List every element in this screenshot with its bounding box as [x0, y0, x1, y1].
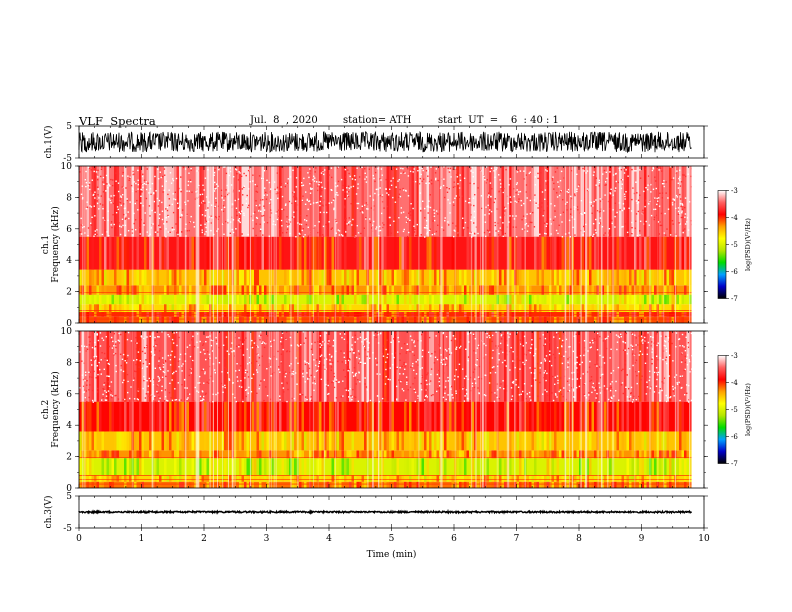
y-axis-label: ch.3(V) [43, 496, 54, 529]
waveform-trace-4 [78, 508, 693, 515]
y-axis-label: Frequency (kHz) [50, 206, 61, 283]
y-tick-label: 10 [61, 327, 73, 337]
panel-4: 5 -5 ch.3(V) 0 1 2 3 4 5 6 7 8 9 10 Time (min) [43, 492, 710, 560]
panel-3: 0 2 4 6 8 10 ch.2 Frequency (kHz) -3 -4 -5 -6 -7 log(… [41, 327, 752, 494]
colorbar [717, 190, 727, 299]
y-tick-label: 2 [66, 453, 72, 463]
y-tick-label: 5 [66, 492, 72, 502]
colorbar-tick-label: -7 [731, 460, 738, 468]
y-tick-label: 8 [66, 193, 72, 203]
y-axis-label: Frequency (kHz) [50, 371, 61, 448]
start-time-label: start UT = 6 : 40 : 1 [438, 115, 559, 126]
colorbar-label: log(PSD)(V²/Hz) [744, 218, 752, 271]
colorbar-tick-label: -6 [731, 433, 738, 441]
spectrogram-1 [79, 166, 692, 323]
y-axis-label: ch.1(V) [43, 126, 54, 159]
colorbar [717, 355, 727, 464]
x-tick-label: 9 [639, 534, 645, 544]
spectrum-band [79, 475, 692, 482]
y-tick-label: 4 [66, 256, 72, 266]
x-tick-label: 10 [698, 534, 710, 544]
y-tick-label: 6 [66, 225, 72, 235]
x-tick-label: 5 [389, 534, 395, 544]
colorbar-tick-label: -4 [731, 379, 738, 387]
x-tick-label: 7 [514, 534, 520, 544]
colorbar-tick-label: -5 [731, 241, 738, 249]
y-tick-label: -5 [63, 524, 72, 534]
panel-1: 5 -5 ch.1(V) [43, 122, 708, 164]
spectrum-band [79, 316, 692, 323]
colorbar-tick-label: -7 [731, 295, 738, 303]
colorbar-label: log(PSD)(V²/Hz) [744, 383, 752, 436]
y-tick-label: 10 [61, 162, 73, 172]
panel-2: 0 2 4 6 8 10 ch.1 Frequency (kHz) -3 -4 -5 -6 -7 log(… [41, 162, 752, 329]
x-tick-label: 1 [139, 534, 145, 544]
x-tick-label: 8 [576, 534, 582, 544]
colorbar-tick-label: -5 [731, 406, 738, 414]
x-tick-label: 3 [264, 534, 270, 544]
y-tick-label: 2 [66, 288, 72, 298]
y-tick-label: 5 [66, 122, 72, 132]
x-tick-label: 2 [201, 534, 207, 544]
channel-label: ch.1 [41, 235, 51, 254]
figure-title: VLF Spectra [79, 114, 156, 128]
x-tick-label: 6 [451, 534, 457, 544]
y-tick-label: 0 [66, 319, 72, 329]
x-axis-label: Time (min) [367, 549, 417, 560]
x-tick-label: 4 [326, 534, 332, 544]
colorbar-tick-label: -3 [731, 352, 738, 360]
y-tick-label: 6 [66, 390, 72, 400]
colorbar-tick-label: -3 [731, 187, 738, 195]
x-tick-label: 0 [76, 534, 82, 544]
y-tick-label: 4 [66, 421, 72, 431]
y-tick-label: 8 [66, 358, 72, 368]
channel-label: ch.2 [41, 400, 51, 419]
date-label: Jul. 8 , 2020 [250, 115, 318, 126]
spectrogram-2 [79, 331, 692, 488]
colorbar-tick-label: -4 [731, 214, 738, 222]
station-label: station= ATH [343, 115, 412, 126]
colorbar-tick-label: -6 [731, 268, 738, 276]
waveform-trace-1 [78, 130, 692, 154]
y-tick-label: -5 [63, 154, 72, 164]
y-tick-label: 0 [66, 484, 72, 494]
